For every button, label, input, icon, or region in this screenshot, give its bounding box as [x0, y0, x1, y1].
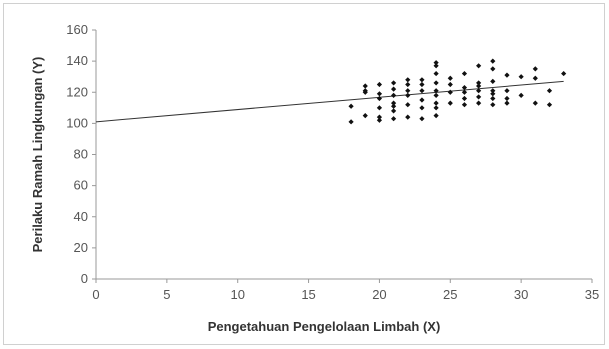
y-tick-label: 80: [74, 147, 88, 162]
data-point: [376, 114, 383, 120]
data-point: [391, 92, 397, 98]
data-point: [391, 80, 397, 86]
data-point: [419, 105, 425, 111]
y-tick-label: 0: [81, 271, 88, 286]
y-tick-label: 60: [74, 178, 88, 193]
data-point: [405, 77, 411, 83]
data-point: [405, 102, 411, 108]
data-point: [433, 88, 439, 94]
x-tick-label: 0: [92, 287, 99, 302]
data-point: [476, 80, 482, 86]
data-point: [433, 63, 439, 69]
data-point: [348, 103, 354, 109]
data-point: [433, 112, 439, 119]
data-point: [504, 100, 510, 106]
data-point: [476, 63, 482, 69]
data-point: [376, 91, 383, 97]
data-point: [447, 100, 453, 106]
data-point: [490, 91, 496, 97]
y-tick-label: 140: [66, 53, 88, 68]
data-point: [419, 97, 425, 103]
data-point: [376, 81, 383, 88]
data-point: [546, 88, 553, 94]
data-point: [419, 116, 425, 122]
data-point: [490, 95, 496, 102]
x-axis-title: Pengetahuan Pengelolaan Limbah (X): [208, 319, 441, 334]
data-point: [504, 72, 510, 78]
data-point: [447, 81, 453, 88]
y-tick-label: 20: [74, 240, 88, 255]
data-point: [419, 77, 425, 83]
data-point: [391, 103, 397, 109]
data-point: [476, 88, 482, 94]
data-point: [461, 70, 468, 77]
x-tick-label: 5: [163, 287, 170, 302]
y-tick-label: 40: [74, 209, 88, 224]
data-point: [532, 100, 538, 106]
data-point: [376, 95, 383, 102]
x-tick-label: 15: [301, 287, 315, 302]
data-point: [376, 105, 383, 111]
data-point: [504, 95, 510, 102]
data-point: [490, 66, 496, 72]
data-point: [391, 116, 397, 122]
data-point: [490, 88, 496, 94]
data-point: [461, 102, 468, 108]
data-point: [518, 92, 524, 98]
data-point: [447, 75, 453, 81]
x-tick-label: 30: [514, 287, 528, 302]
x-tick-label: 25: [443, 287, 457, 302]
data-point: [490, 78, 496, 84]
scatter-chart: 0 20 40 60 80 100 120 140 160 0 5 10 15 20 25 30 35 Pen…: [30, 22, 599, 334]
data-point: [348, 119, 354, 125]
data-point: [490, 102, 496, 108]
data-point: [391, 100, 397, 106]
data-point: [405, 92, 411, 98]
data-point: [391, 108, 397, 114]
data-point: [504, 88, 510, 94]
data-point: [447, 89, 453, 95]
data-point: [405, 88, 411, 94]
data-point: [518, 74, 524, 80]
data-point: [433, 100, 439, 106]
data-point: [433, 60, 439, 66]
data-point: [391, 86, 397, 92]
data-point: [461, 84, 468, 91]
data-point: [376, 117, 383, 123]
data-point: [476, 83, 482, 89]
y-axis-ticks: 0 20 40 60 80 100 120 140 160: [66, 22, 96, 286]
data-point: [476, 100, 482, 106]
data-point: [405, 81, 411, 88]
y-tick-label: 120: [66, 84, 88, 99]
data-point: [461, 95, 468, 102]
data-point: [362, 88, 368, 94]
data-point: [433, 105, 439, 111]
trendline: [95, 80, 564, 123]
data-point: [405, 114, 411, 120]
data-point: [546, 102, 553, 108]
data-point: [561, 70, 567, 77]
data-point: [362, 112, 368, 119]
x-tick-label: 20: [372, 287, 386, 302]
data-point: [433, 70, 439, 77]
data-points: [348, 58, 567, 125]
x-tick-label: 10: [230, 287, 244, 302]
data-point: [433, 92, 439, 98]
x-tick-label: 35: [585, 287, 599, 302]
y-axis-title: Perilaku Ramah Lingkungan (Y): [30, 57, 45, 253]
y-tick-label: 160: [66, 22, 88, 37]
y-tick-label: 100: [66, 115, 88, 130]
data-point: [419, 88, 425, 94]
data-point: [419, 81, 425, 88]
x-axis-ticks: 0 5 10 15 20 25 30 35: [92, 279, 599, 302]
data-point: [362, 83, 368, 89]
data-point: [433, 80, 439, 86]
data-point: [461, 89, 468, 95]
chart-frame: 0 20 40 60 80 100 120 140 160 0 5 10 15 20 25 30 35 Pen…: [3, 3, 605, 345]
data-point: [532, 75, 538, 81]
data-point: [476, 94, 482, 100]
data-point: [532, 66, 538, 72]
data-point: [490, 58, 496, 64]
